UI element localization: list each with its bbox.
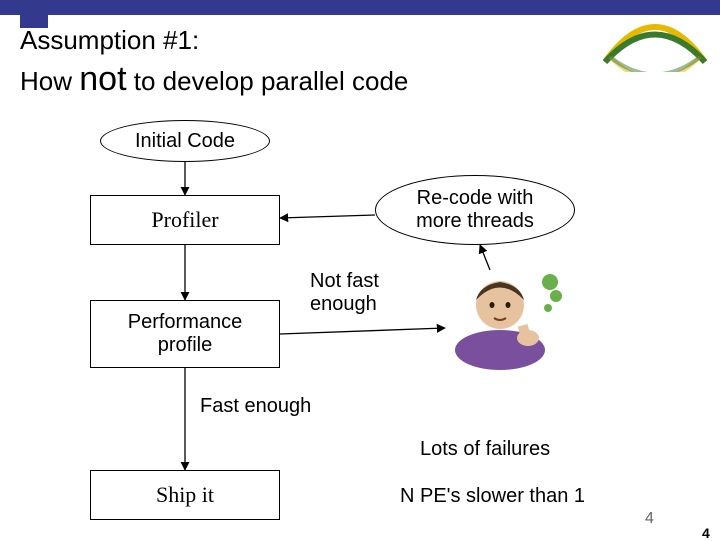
label-not-fast-enough: Not fastenough [310, 270, 379, 316]
label-lots-of-failures: Lots of failures [420, 438, 550, 461]
label-fast-enough: Fast enough [200, 395, 311, 418]
node-label: Ship it [156, 482, 214, 508]
page-number-inner: 4 [645, 510, 654, 528]
diagram-canvas: Initial Code Profiler Re-code withmore t… [0, 0, 720, 540]
node-initial-code: Initial Code [100, 120, 270, 162]
node-label: Re-code withmore threads [416, 187, 534, 233]
node-recode: Re-code withmore threads [375, 175, 575, 245]
page-number-outer: 4 [702, 525, 710, 541]
node-performance: Performanceprofile [90, 300, 280, 368]
label-n-pe-slower: N PE's slower than 1 [400, 485, 585, 508]
thinking-person-icon [450, 270, 570, 370]
node-label: Initial Code [135, 130, 235, 153]
node-ship-it: Ship it [90, 470, 280, 520]
node-label: Performanceprofile [128, 311, 243, 357]
node-profiler: Profiler [90, 195, 280, 245]
node-label: Profiler [151, 207, 218, 233]
